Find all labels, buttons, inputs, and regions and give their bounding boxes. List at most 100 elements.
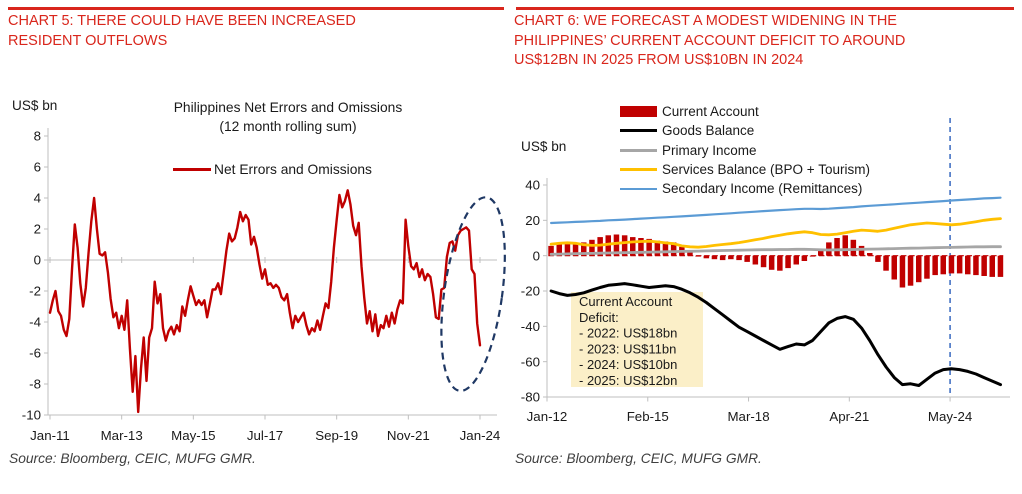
- note-box-line: - 2022: US$18bn: [579, 326, 677, 341]
- services-balance-bpo-tourism-line: [549, 217, 1002, 249]
- current-account-bar: [965, 255, 971, 275]
- line-swatch: [620, 148, 657, 152]
- x-tick-label: Mar-18: [727, 409, 769, 424]
- legend-label: Services Balance (BPO + Tourism): [662, 162, 870, 178]
- x-tick-label: May-15: [171, 428, 215, 443]
- current-account-bar: [834, 238, 840, 256]
- y-tick-label: 6: [34, 160, 41, 175]
- current-account-bar: [572, 244, 579, 256]
- current-account-bar: [728, 255, 734, 260]
- chart5-title-line1: CHART 5: THERE COULD HAVE BEEN INCREASED: [8, 13, 356, 29]
- y-tick-label: -2: [29, 284, 41, 299]
- current-account-bar: [581, 242, 587, 256]
- line-swatch: [620, 187, 657, 191]
- note-box-line: Current Account: [579, 294, 673, 309]
- secondary-income-remittances-line: [549, 196, 1002, 225]
- chart6-title-line2: PHILIPPINES’ CURRENT ACCOUNT DEFICIT TO …: [514, 32, 906, 49]
- current-account-bar: [981, 255, 987, 276]
- current-account-bar: [548, 245, 554, 256]
- legend-item-services-balance-bpo-tourism: Services Balance (BPO + Tourism): [620, 160, 870, 179]
- current-account-bar: [760, 255, 767, 268]
- figure-title-main: Philippines Net Errors and Omissions: [173, 100, 403, 115]
- current-account-bar: [564, 243, 571, 256]
- y-tick-label: -60: [521, 354, 540, 369]
- figure-title-sub: (12 month rolling sum): [219, 119, 357, 134]
- red-top-rule-right: [516, 7, 1014, 10]
- legend-item-secondary-income-remittances: Secondary Income (Remittances): [620, 179, 870, 198]
- chart5-figure-title: Philippines Net Errors and Omissions (12…: [68, 98, 508, 136]
- line-swatch: [620, 129, 657, 133]
- y-tick-label: -80: [521, 390, 540, 405]
- current-account-bar: [646, 238, 652, 256]
- legend-label: Goods Balance: [662, 123, 755, 139]
- current-account-bar: [973, 255, 979, 276]
- axes: 8 6 4 2 0 -2 -4 -6 -8 -10 Jan-11 Mar-13 May-15 Jul-17…: [22, 128, 500, 443]
- net-errors-line: [48, 189, 482, 414]
- current-account-bar: [703, 255, 710, 259]
- x-tick-label: Mar-13: [101, 428, 143, 443]
- current-account-bar: [916, 255, 922, 283]
- y-axis-unit-label: US$ bn: [521, 139, 567, 154]
- source-note-right: Source: Bloomberg, CEIC, MUFG GMR.: [515, 451, 762, 466]
- x-tick-label: Sep-19: [315, 428, 358, 443]
- y-tick-label: -20: [521, 284, 540, 299]
- current-account-bar: [989, 255, 995, 277]
- note-box-line: - 2024: US$10bn: [579, 357, 677, 372]
- chart5-panel: CHART 5: THERE COULD HAVE BEEN INCREASED…: [8, 0, 508, 494]
- current-account-bar: [785, 255, 791, 269]
- current-account-bar: [719, 255, 726, 261]
- current-account-bar: [711, 255, 718, 260]
- legend-item-current-account: Current Account: [620, 102, 870, 121]
- current-account-bar: [924, 255, 930, 279]
- note-box-line: - 2025: US$12bn: [579, 373, 677, 388]
- axes: 40 20 0 -20 -40 -60 -80 Jan-12 Feb-15 Mar-18 Apr-2…: [521, 178, 1010, 424]
- current-account-bar: [793, 255, 799, 265]
- y-tick-label: 4: [34, 191, 41, 206]
- x-tick-label: Apr-21: [829, 409, 869, 424]
- current-account-bar: [891, 255, 897, 280]
- y-tick-label: 20: [525, 213, 540, 228]
- chart6-title-line1: CHART 6: WE FORECAST A MODEST WIDENING I…: [514, 13, 897, 29]
- source-note-left: Source: Bloomberg, CEIC, MUFG GMR.: [9, 451, 256, 466]
- net-errors-legend-label: Net Errors and Omissions: [214, 162, 372, 177]
- y-tick-label: 8: [34, 129, 41, 144]
- legend-label: Secondary Income (Remittances): [662, 181, 863, 197]
- net-errors-chart: 8 6 4 2 0 -2 -4 -6 -8 -10 Jan-11 Mar-13 May-15 Jul-17…: [22, 128, 506, 443]
- y-tick-label: -10: [22, 408, 41, 423]
- current-account-bar: [818, 248, 824, 256]
- current-account-bar: [768, 255, 775, 270]
- current-account-bar: [556, 244, 562, 256]
- x-tick-label: Nov-21: [387, 428, 430, 443]
- red-top-rule-left: [8, 7, 504, 10]
- current-account-bar: [670, 242, 677, 256]
- current-account-bar: [883, 255, 889, 271]
- net-errors-line-swatch: [173, 167, 212, 172]
- current-account-bar: [801, 255, 808, 261]
- chart6-title: CHART 6: WE FORECAST A MODEST WIDENING I…: [514, 12, 996, 71]
- current-account-bar: [997, 255, 1004, 277]
- x-tick-label: Feb-15: [627, 409, 669, 424]
- goods-balance-line: [549, 282, 1002, 387]
- current-account-bar: [654, 240, 661, 256]
- y-tick-label: -40: [521, 319, 540, 334]
- current-account-bar: [736, 255, 742, 261]
- current-account-bar: [875, 255, 881, 262]
- current-account-bar: [858, 245, 865, 256]
- chart5-title: CHART 5: THERE COULD HAVE BEEN INCREASED…: [8, 12, 490, 51]
- y-tick-label: 40: [525, 178, 540, 193]
- current-account-bar: [613, 234, 620, 256]
- current-account-bar: [932, 255, 938, 276]
- current-account-bar: [589, 239, 595, 256]
- current-account-bar: [940, 255, 946, 275]
- y-tick-label: -8: [29, 377, 41, 392]
- legend-label: Current Account: [662, 104, 759, 120]
- y-tick-label: 2: [34, 222, 41, 237]
- primary-income-line: [549, 245, 1002, 256]
- x-tick-label: May-24: [928, 409, 972, 424]
- note-box-bg: [571, 292, 703, 387]
- legend-item-primary-income: Primary Income: [620, 141, 870, 160]
- current-account-bar: [630, 237, 636, 256]
- legend-item-goods-balance: Goods Balance: [620, 121, 870, 140]
